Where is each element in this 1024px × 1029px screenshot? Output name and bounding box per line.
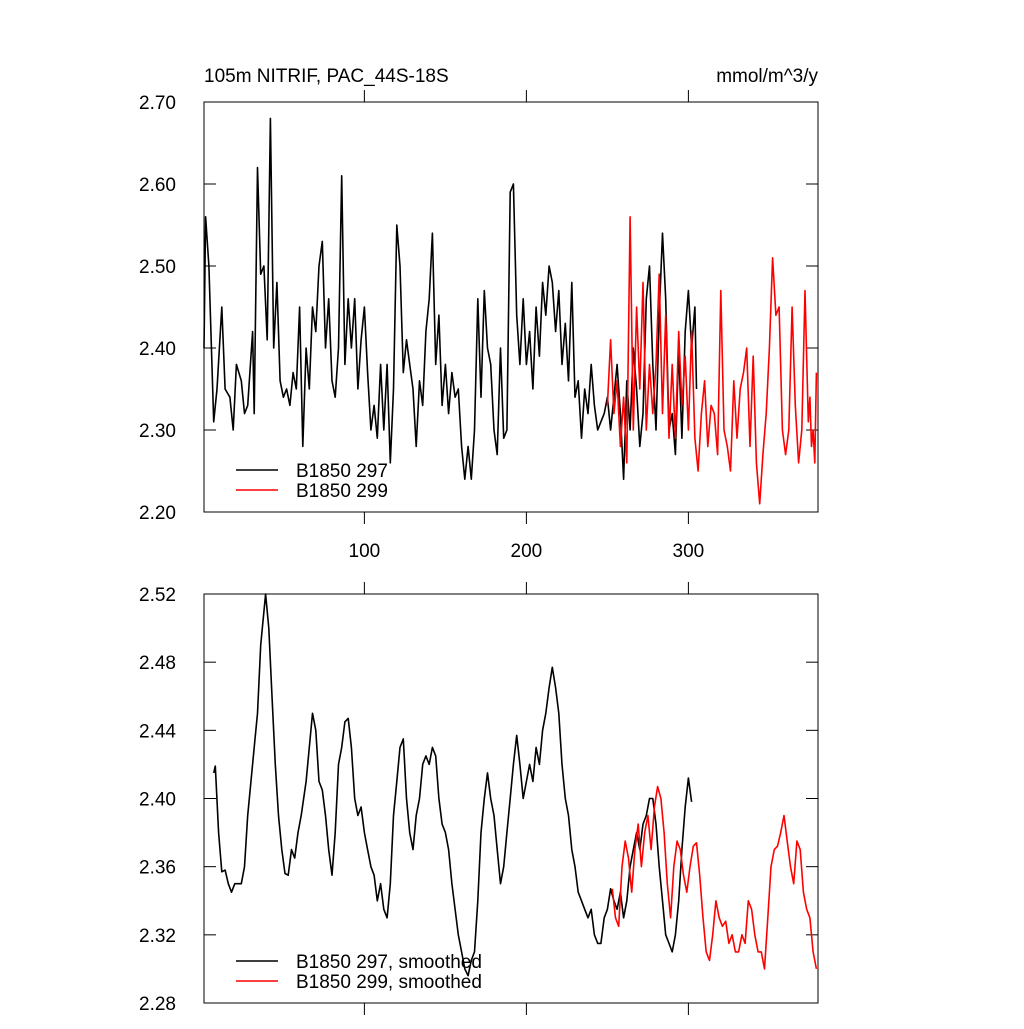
y-tick-label: 2.32 bbox=[139, 926, 176, 947]
legend-label: B1850 297 bbox=[296, 461, 388, 482]
legend-label: B1850 299 bbox=[296, 481, 388, 502]
data-line bbox=[203, 117, 698, 480]
y-tick-label: 2.40 bbox=[139, 339, 176, 360]
x-tick-label: 200 bbox=[511, 541, 543, 562]
y-tick-label: 2.44 bbox=[139, 721, 176, 742]
y-tick-label: 2.52 bbox=[139, 585, 176, 606]
legend-label: B1850 297, smoothed bbox=[296, 952, 482, 973]
data-line bbox=[611, 785, 818, 970]
y-tick-label: 2.50 bbox=[139, 257, 176, 278]
y-tick-label: 2.28 bbox=[139, 994, 176, 1015]
y-tick-label: 2.40 bbox=[139, 790, 176, 811]
y-tick-label: 2.70 bbox=[139, 93, 176, 114]
y-tick-label: 2.48 bbox=[139, 653, 176, 674]
y-tick-label: 2.20 bbox=[139, 503, 176, 524]
chart-title: 105m NITRIF, PAC_44S-18S bbox=[204, 66, 449, 87]
data-line bbox=[606, 216, 818, 505]
units-label: mmol/m^3/y bbox=[716, 66, 818, 87]
legend-label: B1850 299, smoothed bbox=[296, 972, 482, 993]
y-tick-label: 2.60 bbox=[139, 175, 176, 196]
x-tick-label: 100 bbox=[349, 541, 381, 562]
x-tick-label: 300 bbox=[673, 541, 705, 562]
y-tick-label: 2.30 bbox=[139, 421, 176, 442]
y-tick-label: 2.36 bbox=[139, 858, 176, 879]
